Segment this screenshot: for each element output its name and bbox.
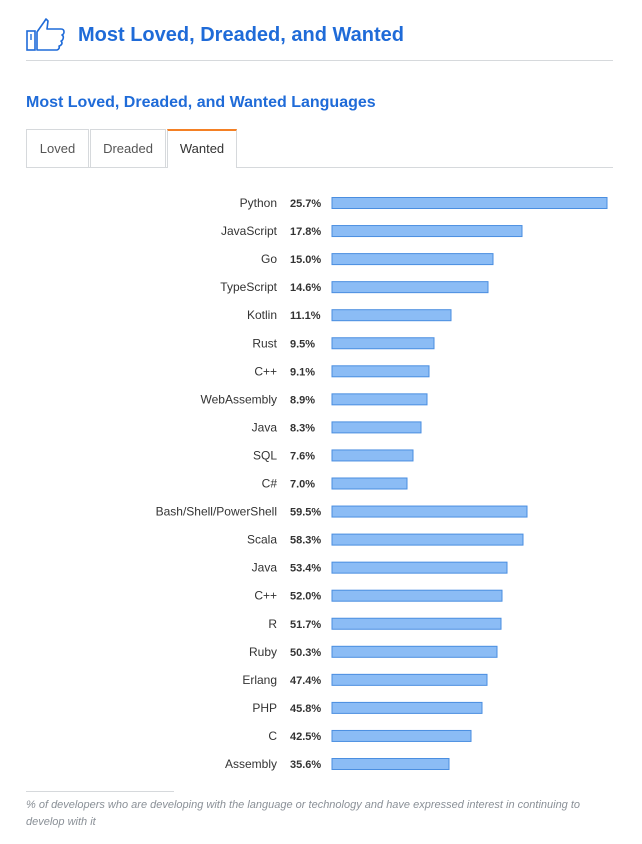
value-label: 17.8% (290, 226, 321, 238)
category-label: WebAssembly (201, 392, 277, 406)
value-label: 8.9% (290, 394, 315, 406)
category-label: C++ (254, 364, 277, 378)
bar[interactable] (331, 365, 430, 378)
bar[interactable] (331, 337, 435, 350)
value-label: 35.6% (290, 759, 321, 771)
value-label: 42.5% (290, 731, 321, 743)
category-label: Go (261, 252, 277, 266)
category-label: TypeScript (220, 280, 277, 294)
bar[interactable] (331, 701, 483, 714)
category-label: Java (252, 561, 278, 575)
category-label: Java (252, 420, 278, 434)
category-label: SQL (253, 448, 277, 462)
value-label: 53.4% (290, 563, 321, 575)
category-label: Bash/Shell/PowerShell (156, 505, 277, 519)
bar[interactable] (331, 281, 489, 294)
bar[interactable] (331, 197, 608, 209)
value-label: 59.5% (290, 507, 321, 519)
bar[interactable] (331, 421, 422, 434)
bar[interactable] (331, 645, 498, 658)
value-label: 58.3% (290, 535, 321, 547)
bar[interactable] (331, 477, 408, 490)
value-label: 25.7% (290, 198, 321, 210)
category-label: C (268, 729, 277, 743)
value-label: 9.1% (290, 366, 315, 378)
value-label: 7.6% (290, 450, 315, 462)
value-label: 45.8% (290, 703, 321, 715)
category-label: Ruby (249, 645, 277, 659)
category-label: C++ (254, 589, 277, 603)
bar[interactable] (331, 673, 488, 686)
bar[interactable] (331, 309, 452, 322)
category-label: Scala (247, 533, 277, 547)
section-title: Most Loved, Dreaded, and Wanted Language… (26, 94, 376, 111)
bar[interactable] (331, 225, 523, 238)
category-label: PHP (252, 701, 277, 715)
value-label: 51.7% (290, 619, 321, 631)
page-header: Most Loved, Dreaded, and Wanted (26, 16, 613, 61)
footnote-divider (26, 791, 174, 792)
value-label: 47.4% (290, 675, 321, 687)
bar-chart: Python 25.7% JavaScript 17.8% Go 15.0% TypeScr… (156, 196, 608, 771)
tab-dreaded[interactable]: Dreaded (90, 129, 166, 167)
bar[interactable] (331, 449, 414, 462)
value-label: 8.3% (290, 422, 315, 434)
category-label: Assembly (225, 757, 277, 771)
bar[interactable] (331, 393, 428, 406)
bar[interactable] (331, 533, 524, 546)
tab-bar: Loved Dreaded Wanted (26, 129, 613, 168)
category-label: R (268, 617, 277, 631)
bar[interactable] (331, 253, 494, 266)
bar[interactable] (331, 589, 503, 602)
bar[interactable] (331, 561, 508, 574)
value-label: 15.0% (290, 254, 321, 266)
category-label: JavaScript (221, 224, 278, 238)
category-label: C# (262, 477, 278, 491)
tab-wanted[interactable]: Wanted (167, 129, 237, 168)
value-label: 50.3% (290, 647, 321, 659)
bar[interactable] (331, 617, 502, 630)
page-title: Most Loved, Dreaded, and Wanted (78, 24, 404, 46)
value-label: 14.6% (290, 282, 321, 294)
bar[interactable] (331, 729, 472, 742)
category-label: Python (240, 196, 277, 210)
category-label: Kotlin (247, 308, 277, 322)
bar[interactable] (331, 505, 528, 518)
bar[interactable] (331, 758, 450, 770)
tab-loved[interactable]: Loved (26, 129, 89, 167)
footnote: % of developers who are developing with … (26, 799, 581, 828)
value-label: 9.5% (290, 338, 315, 350)
value-label: 11.1% (290, 310, 321, 322)
category-label: Erlang (242, 673, 277, 687)
category-label: Rust (252, 336, 277, 350)
value-label: 52.0% (290, 591, 321, 603)
thumbs-up-icon (26, 18, 65, 51)
value-label: 7.0% (290, 479, 315, 491)
